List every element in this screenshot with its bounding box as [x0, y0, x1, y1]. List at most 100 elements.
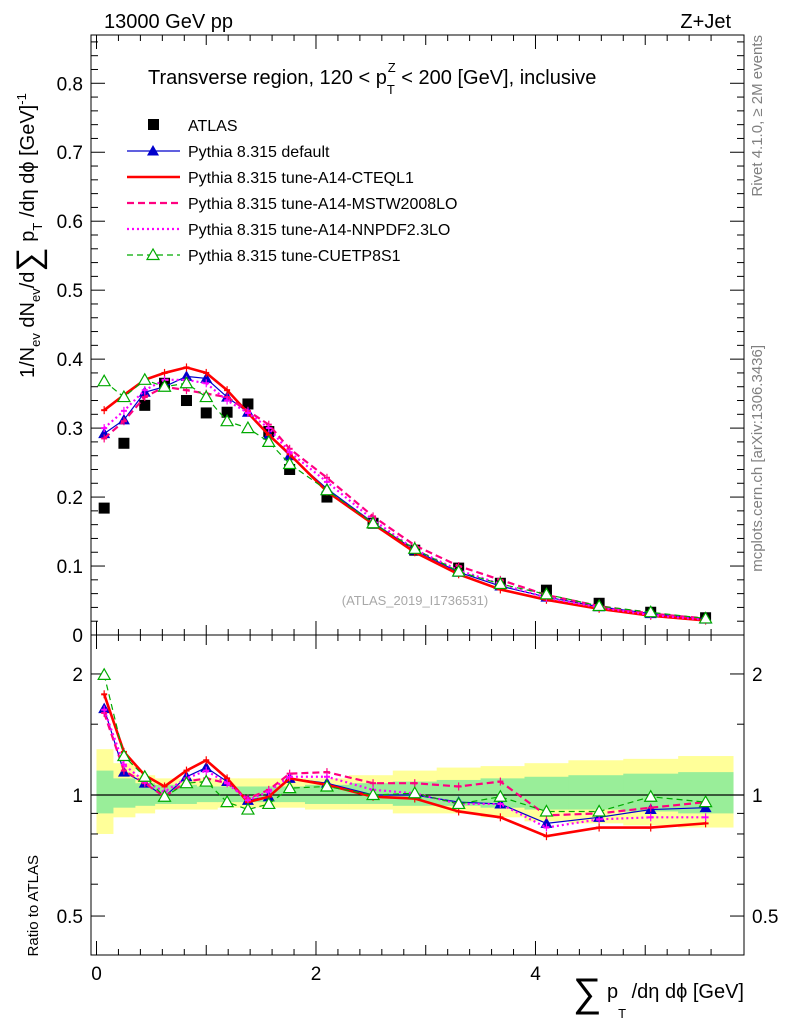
legend-label: Pythia 8.315 tune-A14-NNPDF2.3LO [188, 222, 450, 239]
main-series-group [97, 363, 713, 625]
ratio-x-tick-label: 4 [530, 964, 541, 985]
data-point-pythia-8-315-tune-cuetp8s1 [366, 516, 381, 529]
ratio-band-green [175, 784, 197, 804]
legend-marker-atlas [148, 119, 159, 130]
ratio-point-pythia-8-315-tune-cuetp8s1 [240, 802, 255, 815]
data-point-pythia-8-315-tune-cuetp8s1 [199, 389, 214, 403]
ratio-point-pythia-8-315-tune-cuetp8s1 [179, 775, 194, 789]
legend-item-pythia-8-315-default: Pythia 8.315 default [127, 144, 330, 161]
data-point-atlas [118, 437, 130, 449]
rivet-version-label: Rivet 4.1.0, ≥ 2M events [749, 35, 766, 197]
legend-label: Pythia 8.315 tune-CUETP8S1 [188, 248, 401, 265]
data-point-pythia-8-315-tune-cuetp8s1 [220, 413, 235, 427]
data-point-pythia-8-315-tune-cuetp8s1 [451, 564, 466, 577]
ratio-point-pythia-8-315-tune-cuetp8s1 [116, 748, 131, 762]
ratio-point-pythia-8-315-tune-cuetp8s1 [592, 804, 607, 817]
series-pythia-8-315-tune-a14-cteql1 [101, 363, 709, 625]
ratio-point-pythia-8-315-tune-cuetp8s1 [493, 789, 508, 802]
series-pythia-8-315-tune-cuetp8s1 [97, 372, 713, 624]
ratio-band-green [96, 770, 114, 814]
data-point-pythia-8-315-tune-cuetp8s1 [643, 605, 658, 618]
legend-label: Pythia 8.315 default [188, 144, 330, 161]
series-line-pythia-8-315-tune-a14-nnpdf2-3lo [103, 378, 706, 621]
main-y-tick-label: 0.5 [57, 281, 83, 302]
data-point-pythia-8-315-tune-cuetp8s1 [282, 456, 297, 470]
data-point-pythia-8-315-tune-cuetp8s1 [493, 576, 508, 590]
data-point-pythia-8-315-tune-cuetp8s1 [116, 389, 131, 403]
ratio-y-tick-label-right: 2 [752, 665, 763, 686]
main-plot-title: Transverse region, 120 < pTZ < 200 [GeV]… [148, 60, 596, 97]
data-point-pythia-8-315-tune-cuetp8s1 [698, 611, 713, 624]
series-line-pythia-8-315-tune-a14-cteql1 [103, 366, 706, 622]
data-point-pythia-8-315-tune-cuetp8s1 [137, 372, 152, 385]
data-point-atlas [242, 398, 254, 410]
data-point-atlas [139, 399, 151, 411]
ratio-band-green [196, 786, 218, 803]
data-point-atlas [180, 395, 192, 407]
data-point-pythia-8-315-tune-cuetp8s1 [157, 379, 172, 392]
ratio-point-pythia-8-315-tune-cuetp8s1 [97, 667, 112, 680]
ratio-point-pythia-8-315-tune-cuetp8s1 [643, 789, 658, 802]
ratio-point-pythia-8-315-tune-cuetp8s1 [261, 796, 276, 810]
data-point-atlas [284, 463, 296, 475]
ratio-point-pythia-8-315-tune-cuetp8s1 [407, 786, 422, 799]
data-point-pythia-8-315-tune-cuetp8s1 [539, 587, 554, 600]
ratio-y-tick-label: 0.5 [57, 907, 83, 928]
series-line-pythia-8-315-tune-a14-mstw2008lo [103, 385, 706, 620]
ratio-y-tick-label: 2 [72, 665, 83, 686]
ratio-band-green [305, 784, 350, 804]
ratio-series-pythia-8-315-tune-cuetp8s1 [97, 667, 713, 817]
main-y-tick-label: 0.7 [57, 143, 83, 164]
legend-marker-pythia-8-315-tune-cuetp8s1 [145, 247, 161, 261]
main-y-tick-label: 0 [72, 626, 83, 647]
data-point-atlas [221, 406, 233, 418]
data-point-pythia-8-315-tune-cuetp8s1 [407, 541, 422, 554]
ratio-point-pythia-8-315-tune-cuetp8s1 [199, 774, 214, 787]
axis-ticks: 0 0.1 0.2 0.3 0.4 0.5 0.6 0.7 0.8 0 2 4 0.5 0.5 1 1 2 2 [57, 35, 778, 985]
main-y-tick-label: 0.1 [57, 557, 83, 578]
ratio-point-pythia-8-315-tune-cuetp8s1 [157, 789, 172, 802]
ratio-point-pythia-8-315-tune-cuetp8s1 [220, 794, 235, 808]
ratio-point-pythia-8-315-tune-cuetp8s1 [282, 780, 297, 794]
ratio-point-pythia-8-315-tune-cuetp8s1 [539, 804, 554, 817]
ratio-band-green [568, 775, 624, 810]
main-y-tick-label: 0.3 [57, 419, 83, 440]
main-y-axis-label: 1/Nev dNev/d∑ pT /dη dϕ [GeV]-1 [10, 93, 48, 378]
analysis-watermark: (ATLAS_2019_I1736531) [342, 593, 488, 608]
ratio-y-tick-label-right: 0.5 [752, 907, 778, 928]
data-point-pythia-8-315-default [200, 372, 213, 383]
legend-item-atlas: ATLAS [148, 118, 238, 135]
ratio-y-tick-label: 1 [72, 786, 83, 807]
mcplots-label: mcplots.cern.ch [arXiv:1306.3436] [749, 345, 766, 572]
main-y-tick-label: 0.4 [57, 350, 84, 371]
ratio-band-green [524, 776, 569, 810]
header-right-label: Z+Jet [680, 11, 731, 33]
data-point-pythia-8-315-tune-cuetp8s1 [592, 598, 607, 612]
data-point-pythia-8-315-tune-cuetp8s1 [319, 482, 334, 496]
legend-item-pythia-8-315-tune-a14-cteql1: Pythia 8.315 tune-A14-CTEQL1 [127, 170, 414, 187]
ratio-point-pythia-8-315-tune-cuetp8s1 [137, 769, 152, 782]
data-point-atlas [98, 502, 110, 514]
main-y-tick-label: 0.8 [57, 74, 83, 95]
ratio-point-pythia-8-315-tune-cuetp8s1 [319, 779, 334, 792]
data-point-pythia-8-315-default [180, 370, 193, 381]
legend-item-pythia-8-315-tune-a14-nnpdf2-3lo: Pythia 8.315 tune-A14-NNPDF2.3LO [127, 222, 450, 239]
ratio-band-green [112, 778, 136, 808]
ratio-series-group [97, 667, 713, 841]
series-line-pythia-8-315-tune-cuetp8s1 [103, 379, 706, 620]
legend-item-pythia-8-315-tune-a14-mstw2008lo: Pythia 8.315 tune-A14-MSTW2008LO [127, 196, 457, 213]
ratio-point-pythia-8-315-tune-cuetp8s1 [366, 787, 381, 801]
x-axis-label: ∑ pT /dη dϕ [GeV] [573, 971, 744, 1021]
ratio-x-tick-label: 2 [311, 964, 322, 985]
data-point-pythia-8-315-tune-cuetp8s1 [179, 376, 194, 389]
main-y-tick-label: 0.6 [57, 212, 83, 233]
data-point-pythia-8-315-tune-cuetp8s1 [261, 434, 276, 447]
legend: ATLAS Pythia 8.315 default Pythia 8.315 tu… [127, 118, 457, 265]
legend-label: ATLAS [188, 118, 238, 135]
data-point-pythia-8-315-tune-cuetp8s1 [97, 373, 112, 387]
ratio-point-pythia-8-315-tune-cuetp8s1 [451, 796, 466, 810]
legend-item-pythia-8-315-tune-cuetp8s1: Pythia 8.315 tune-CUETP8S1 [127, 247, 401, 265]
legend-marker-pythia-8-315-default [147, 145, 159, 156]
data-point-pythia-8-315-tune-cuetp8s1 [240, 420, 255, 434]
